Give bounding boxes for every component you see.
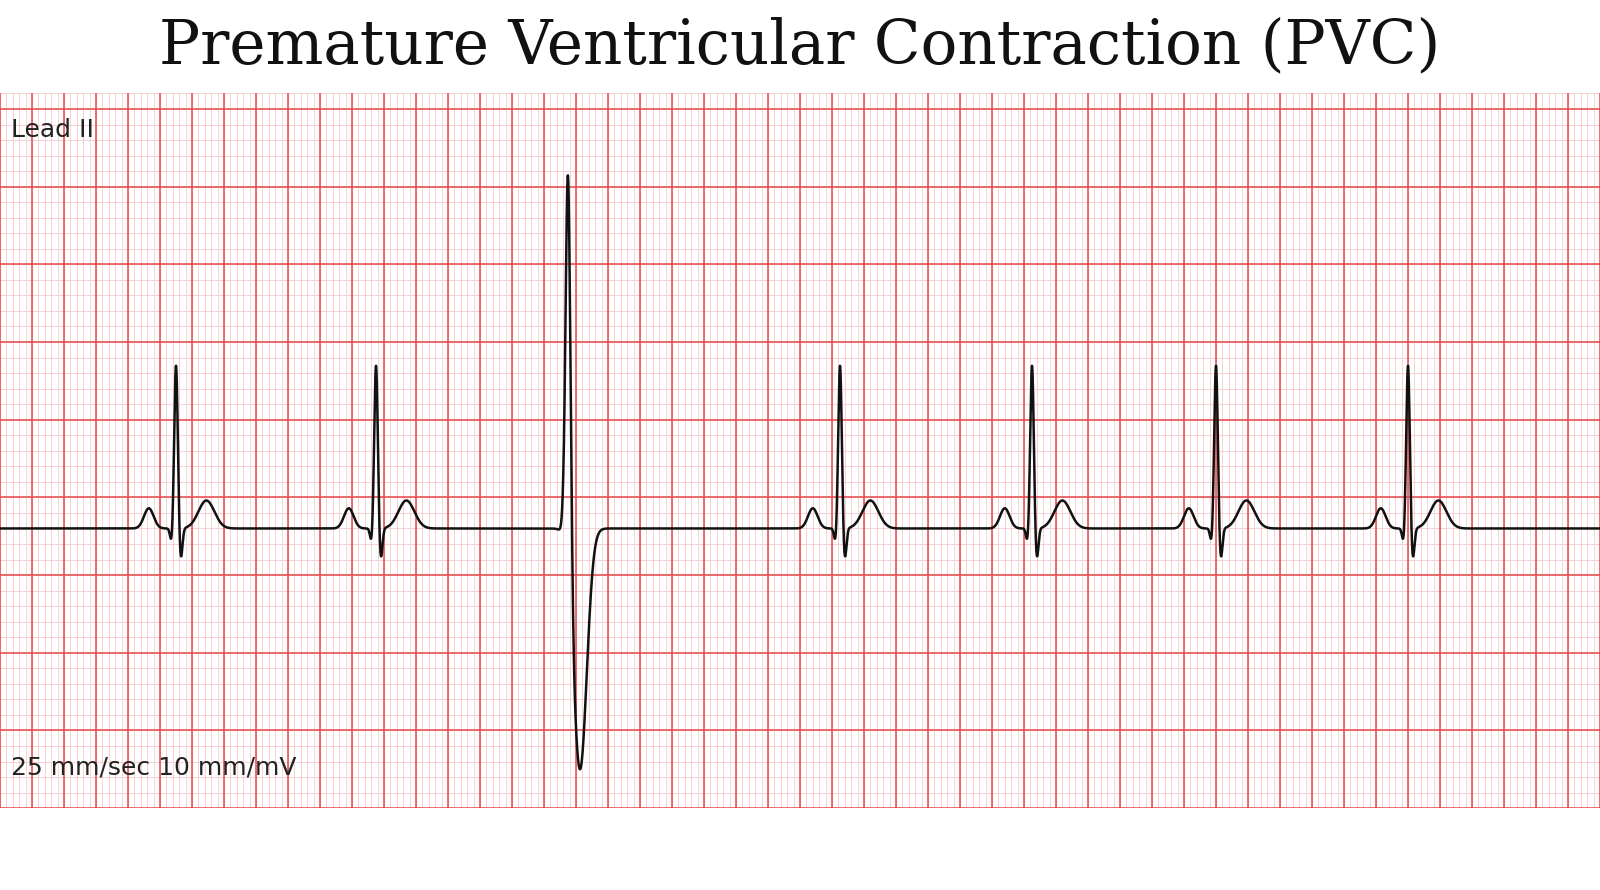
Text: Lead II: Lead II — [11, 118, 94, 142]
Text: ID 213247971 © Natthawut Thongchomphoonuch: ID 213247971 © Natthawut Thongchomphoonu… — [1118, 840, 1571, 858]
Text: 25 mm/sec 10 mm/mV: 25 mm/sec 10 mm/mV — [11, 756, 296, 780]
Text: dreamstime.com: dreamstime.com — [29, 840, 181, 858]
Text: Premature Ventricular Contraction (PVC): Premature Ventricular Contraction (PVC) — [160, 17, 1440, 77]
